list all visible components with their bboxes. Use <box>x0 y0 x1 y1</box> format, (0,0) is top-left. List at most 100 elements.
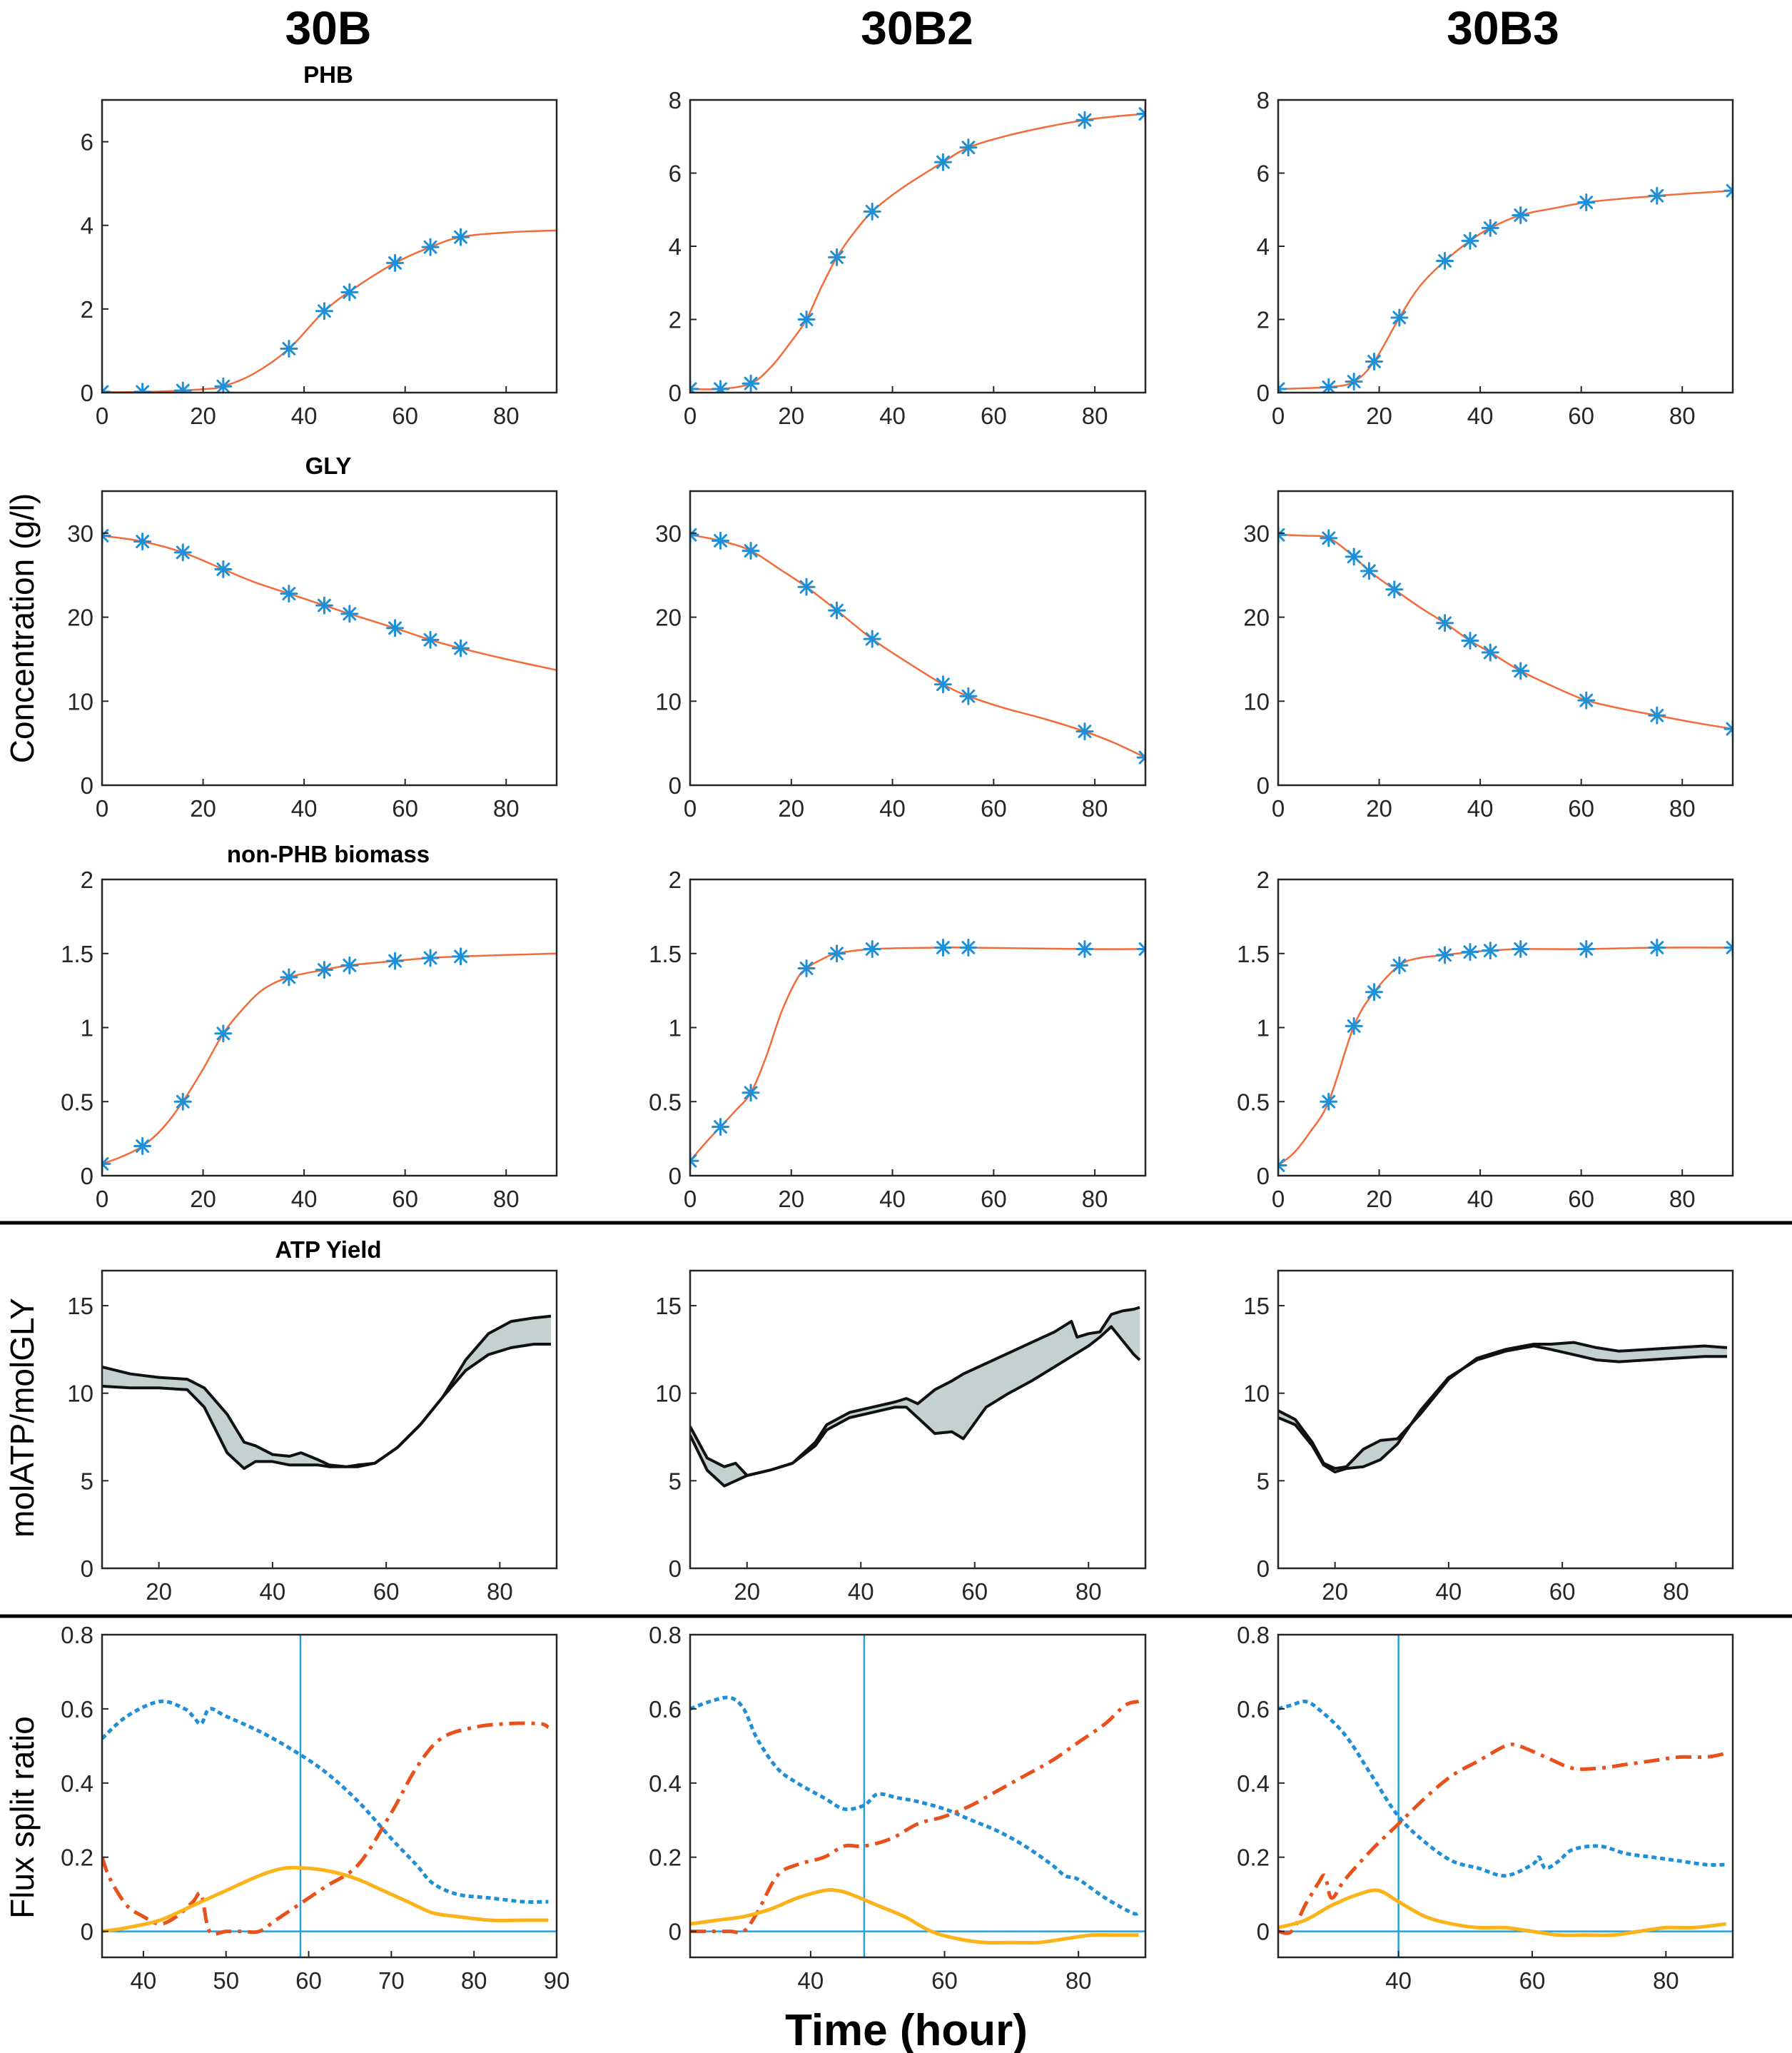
data-point-marker <box>690 1151 699 1170</box>
x-tick-label: 60 <box>1568 795 1594 822</box>
plot-area <box>102 100 557 393</box>
plot-content <box>1278 525 1733 738</box>
data-point-marker <box>1461 231 1479 250</box>
x-tick-label: 60 <box>1519 1967 1546 1994</box>
marker-stroke <box>388 621 402 635</box>
fit-line <box>690 533 1145 759</box>
marker-stroke <box>388 256 402 270</box>
data-point-marker <box>959 938 978 957</box>
x-tick-label: 0 <box>96 795 108 822</box>
marker-stroke <box>282 587 296 601</box>
y-tick-label: 2 <box>1257 307 1270 333</box>
marker-stroke <box>1463 233 1477 248</box>
marker-stroke <box>1347 375 1361 389</box>
data-point-marker <box>421 949 440 967</box>
x-tick-label: 80 <box>1065 1967 1092 1994</box>
y-tick-label: 10 <box>1243 1381 1270 1407</box>
y-tick-label: 1 <box>1257 1015 1270 1041</box>
data-point-marker <box>690 380 699 393</box>
y-tick-label: 0 <box>669 1555 682 1582</box>
marker-stroke <box>388 954 402 968</box>
marker-stroke <box>1514 208 1528 222</box>
x-tick-label: 80 <box>1669 795 1696 822</box>
data-point-marker <box>1723 938 1733 957</box>
data-point-marker <box>690 525 699 544</box>
x-tick-label: 40 <box>1467 403 1494 429</box>
x-tick-label: 20 <box>1322 1578 1348 1605</box>
marker-stroke <box>865 632 879 646</box>
x-tick-label: 60 <box>373 1578 400 1605</box>
atp-band-upper <box>102 1314 552 1468</box>
plot-area <box>1278 1635 1733 1957</box>
x-tick-label: 0 <box>684 1186 697 1212</box>
plot-content <box>102 1635 557 1957</box>
y-tick-label: 0 <box>81 1555 93 1582</box>
data-point-marker <box>214 377 233 393</box>
x-tick-label: 0 <box>96 1186 108 1212</box>
y-tick-label: 0 <box>81 1919 93 1945</box>
panel-phb-30B: 0 20 40 60 80 0 2 4 6 <box>81 99 558 429</box>
data-point-marker <box>173 381 192 393</box>
marker-stroke <box>1483 645 1497 660</box>
x-tick-label: 60 <box>981 795 1007 822</box>
y-tick-label: 0 <box>81 772 93 799</box>
x-tick-label: 60 <box>392 403 418 429</box>
data-point-marker <box>340 283 359 301</box>
atp-band-lower <box>690 1325 1141 1488</box>
data-point-marker <box>933 153 952 171</box>
marker-stroke <box>282 970 296 984</box>
data-point-marker <box>1136 104 1145 123</box>
y-tick-label: 0 <box>1257 772 1270 799</box>
y-tick-label: 6 <box>1257 161 1270 187</box>
marker-stroke <box>799 313 814 326</box>
y-tick-label: 1 <box>669 1015 682 1041</box>
marker-stroke <box>423 951 437 965</box>
marker-stroke <box>423 240 437 254</box>
data-point-marker <box>452 947 470 966</box>
marker-stroke <box>1483 944 1497 958</box>
data-point-marker <box>315 596 333 615</box>
marker-stroke <box>1138 947 1145 956</box>
y-tick-label: 0 <box>669 772 682 799</box>
x-tick-label: 0 <box>684 403 697 429</box>
marker-stroke <box>1362 564 1376 578</box>
plot-area <box>690 879 1145 1176</box>
data-point-marker <box>863 630 881 648</box>
flux-series-yellow <box>690 1888 1139 1945</box>
y-tick-label: 0 <box>669 380 682 406</box>
plot-area <box>102 1271 557 1568</box>
marker-stroke <box>830 603 844 617</box>
column-title-30B: 30B <box>285 1 371 54</box>
x-tick-label: 80 <box>1082 403 1108 429</box>
y-tick-label: 0 <box>1257 1163 1270 1189</box>
axes-frame <box>101 1269 558 1570</box>
y-tick-label: 0 <box>1257 1555 1270 1582</box>
marker-stroke <box>343 607 357 621</box>
y-tick-label: 0 <box>81 380 93 406</box>
data-point-marker <box>421 630 440 649</box>
plot-area <box>690 100 1145 393</box>
data-point-marker <box>173 1092 192 1111</box>
data-point-marker <box>1436 946 1454 964</box>
axes-frame <box>689 490 1147 787</box>
marker-stroke <box>1726 941 1733 949</box>
y-tick-label: 1 <box>81 1015 93 1041</box>
plot-content <box>690 104 1145 393</box>
data-point-marker <box>1360 562 1378 580</box>
x-tick-label: 20 <box>146 1578 172 1605</box>
y-tick-label: 0.2 <box>649 1845 682 1871</box>
x-tick-label: 0 <box>684 795 697 822</box>
marker-stroke <box>216 563 231 576</box>
x-tick-label: 40 <box>879 403 906 429</box>
panel-phb-30B3: 0 20 40 60 80 0 2 4 6 8 <box>1257 87 1734 429</box>
data-point-marker <box>863 940 881 959</box>
x-tick-label: 40 <box>1385 1967 1412 1994</box>
marker-stroke <box>1322 1094 1336 1109</box>
panel-phb-30B2: 0 20 40 60 80 0 2 4 6 8 <box>669 87 1147 429</box>
data-point-marker <box>1365 352 1383 370</box>
marker-stroke <box>1278 382 1285 390</box>
marker-stroke <box>423 632 437 647</box>
marker-stroke <box>1438 616 1452 630</box>
marker-stroke <box>216 1026 231 1041</box>
x-tick-label: 40 <box>291 403 318 429</box>
